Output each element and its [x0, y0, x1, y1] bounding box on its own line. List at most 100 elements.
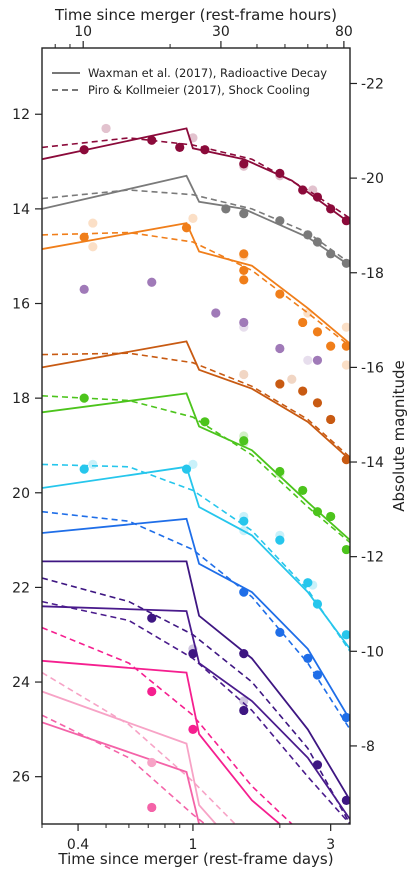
data-point-1-6 — [341, 258, 350, 268]
x-axis-title: Time since merger (rest-frame days) — [57, 850, 333, 868]
data-point-6-0 — [79, 464, 89, 474]
data-point-0-5 — [275, 168, 285, 178]
data-point-0-4 — [239, 159, 249, 169]
model-curve-radioactive-0 — [42, 127, 350, 224]
legend-label-shock-cooling: Piro & Kollmeier (2017), Shock Cooling — [88, 83, 310, 97]
data-point-6-5 — [312, 599, 323, 609]
model-curve-radioactive-12 — [42, 721, 200, 824]
data-point-0-9 — [341, 216, 350, 226]
model-curve-radioactive-11 — [42, 690, 217, 824]
data-point-2-6 — [298, 317, 308, 328]
x2-tick-label-0: 10 — [74, 24, 92, 40]
faded-point-2-5 — [341, 360, 350, 370]
data-point-1-3 — [303, 230, 313, 240]
y2-tick-label-2: -18 — [361, 266, 384, 282]
data-point-5-0 — [79, 393, 89, 403]
model-curve-radioactive-2 — [42, 222, 350, 345]
data-point-11-0 — [147, 757, 157, 768]
faded-point-0-1 — [188, 133, 198, 143]
data-point-10-0 — [147, 686, 157, 697]
axes: 0.4 1 3 10 30 80 12 14 16 18 20 22 24 26 -22 -20 -18 -16 -… — [12, 24, 384, 853]
data-points — [79, 123, 350, 813]
data-point-0-3 — [200, 145, 210, 155]
data-point-8-0 — [147, 613, 157, 623]
model-curve-shock-cooling-11 — [42, 671, 236, 824]
faded-point-0-4 — [308, 185, 318, 195]
x-tick-label-1: 1 — [188, 837, 197, 853]
y2-tick-label-5: -12 — [361, 550, 384, 566]
y2-axis-title: Absolute magnitude — [390, 360, 408, 511]
data-point-3-5 — [312, 355, 323, 365]
data-point-3-4 — [275, 343, 285, 354]
faded-point-2-2 — [188, 213, 198, 223]
data-point-3-0 — [79, 284, 89, 294]
data-point-0-6 — [298, 185, 308, 195]
model-curve-shock-cooling-9 — [42, 600, 350, 824]
model-curve-shock-cooling-6 — [42, 463, 350, 652]
data-point-1-5 — [326, 249, 336, 259]
plot-frame — [41, 47, 351, 825]
x2-tick-label-1: 30 — [212, 24, 230, 40]
y2-tick-label-4: -14 — [361, 455, 384, 471]
model-curve-shock-cooling-5 — [42, 395, 350, 544]
data-point-0-2 — [175, 142, 185, 152]
faded-point-4-0 — [239, 369, 249, 380]
y-tick-label-5: 22 — [12, 580, 30, 596]
y2-tick-label-0: -22 — [361, 76, 384, 92]
faded-point-4-1 — [287, 374, 297, 384]
data-point-6-3 — [275, 535, 285, 545]
data-point-4-0 — [275, 379, 285, 389]
data-point-4-2 — [312, 398, 323, 408]
y-tick-label-7: 26 — [12, 770, 30, 786]
x-tick-label-2: 3 — [326, 837, 335, 853]
data-point-5-7 — [341, 544, 350, 555]
y2-tick-label-3: -16 — [361, 360, 384, 376]
data-point-8-4 — [312, 760, 323, 770]
y2-tick-label-7: -8 — [361, 739, 375, 755]
data-point-4-4 — [341, 455, 350, 465]
data-point-5-4 — [298, 485, 308, 496]
data-point-5-2 — [239, 436, 249, 446]
data-point-2-8 — [326, 341, 336, 351]
faded-point-0-0 — [101, 123, 111, 134]
data-point-5-6 — [326, 511, 336, 522]
data-point-2-7 — [312, 327, 323, 337]
data-point-7-0 — [239, 587, 249, 597]
data-point-5-1 — [200, 417, 210, 427]
data-point-2-2 — [239, 249, 249, 259]
model-curve-shock-cooling-8 — [42, 577, 350, 824]
data-point-6-6 — [341, 630, 350, 640]
model-curve-radioactive-10 — [42, 659, 281, 824]
data-point-3-2 — [211, 308, 221, 318]
model-curve-radioactive-7 — [42, 517, 350, 721]
data-point-6-1 — [181, 464, 192, 474]
data-point-1-2 — [275, 216, 285, 226]
model-curve-shock-cooling-1 — [42, 189, 350, 264]
data-point-2-0 — [79, 232, 89, 242]
y-tick-label-1: 14 — [12, 202, 30, 218]
model-curve-shock-cooling-7 — [42, 510, 350, 730]
model-curve-shock-cooling-4 — [42, 352, 350, 458]
data-point-7-2 — [303, 653, 313, 663]
data-point-0-8 — [326, 204, 336, 214]
faded-point-6-3 — [239, 526, 249, 536]
data-point-1-4 — [312, 237, 323, 247]
legend-label-radioactive: Waxman et al. (2017), Radioactive Decay — [88, 66, 327, 80]
data-point-4-3 — [326, 414, 336, 425]
y-tick-label-6: 24 — [12, 675, 30, 691]
y-tick-label-4: 20 — [12, 486, 30, 502]
data-point-5-5 — [312, 507, 323, 517]
data-point-7-3 — [312, 670, 323, 680]
y2-tick-label-6: -10 — [361, 644, 384, 660]
data-point-8-5 — [341, 795, 350, 805]
data-point-3-3 — [239, 317, 249, 328]
data-point-3-1 — [147, 277, 157, 287]
data-point-6-2 — [239, 516, 249, 526]
data-point-7-4 — [341, 712, 350, 723]
model-curve-radioactive-4 — [42, 340, 350, 461]
model-curve-radioactive-8 — [42, 560, 350, 801]
y2-tick-label-1: -20 — [361, 171, 384, 187]
data-point-2-1 — [181, 223, 192, 233]
data-point-0-0 — [79, 145, 89, 155]
